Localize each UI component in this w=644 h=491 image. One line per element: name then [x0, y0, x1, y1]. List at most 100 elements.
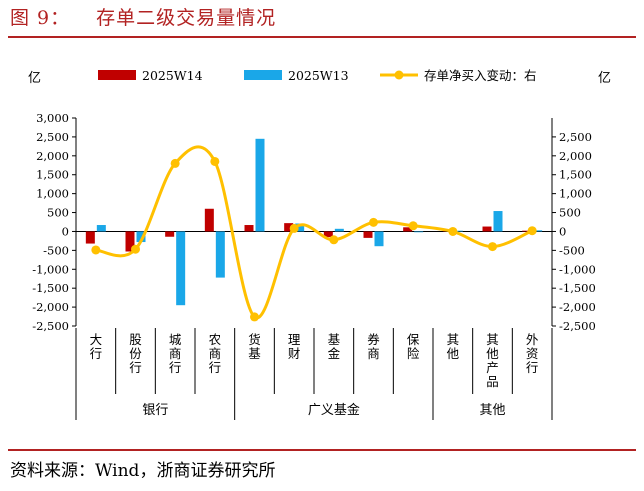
left-axis-tick-label: -500: [43, 243, 69, 257]
bar-2025W13-其他产品: [493, 211, 503, 232]
category-label-股份行-1: 份: [129, 346, 142, 361]
left-axis-tick-label: 0: [62, 224, 69, 238]
bar-2025W13-农商行: [215, 231, 225, 278]
bar-2025W14-农商行: [204, 208, 214, 232]
category-label-券商-1: 商: [367, 346, 380, 361]
left-axis-tick-label: -1,500: [32, 281, 69, 295]
group-label-其他: 其他: [479, 403, 505, 418]
source-note: 资料来源：Wind，浙商证券研究所: [10, 461, 276, 481]
right-axis-tick-label: -2,500: [559, 319, 596, 333]
line-point-股份行: [131, 244, 140, 254]
left-axis-unit: 亿: [28, 71, 41, 86]
right-axis-tick-label: -1,000: [559, 262, 596, 276]
bar-2025W14-保险: [403, 227, 413, 232]
right-axis-tick-label: 1,000: [559, 187, 592, 201]
right-axis-tick-label: 500: [559, 206, 581, 220]
bar-2025W13-股份行: [136, 231, 146, 243]
chart-labels: -2,500 -2,000 -1,500 -1,000 -500 0 500 1,000 1,5…: [28, 71, 611, 418]
category-label-城商行-1: 商: [169, 346, 182, 361]
left-axis-tick-label: 500: [47, 206, 69, 220]
legend-swatch-w14: [98, 70, 136, 80]
line-point-其他: [448, 226, 458, 236]
bar-2025W13-大行: [96, 225, 106, 232]
bar-2025W13-理财: [295, 223, 305, 232]
line-point-外资行: [527, 226, 537, 236]
right-axis-tick-label: 2,500: [559, 130, 592, 144]
bar-2025W14-券商: [363, 231, 373, 238]
line-point-基金: [329, 235, 339, 245]
legend-label-line: 存单净买入变动：右: [424, 68, 537, 83]
bar-2025W14-外资行: [522, 230, 532, 232]
category-label-外资行-1: 资: [526, 346, 539, 361]
right-axis-tick-label: -2,000: [559, 300, 596, 314]
right-axis-tick-label: 1,500: [559, 168, 592, 182]
category-label-其他产品-1: 他: [486, 346, 499, 361]
category-label-理财-1: 财: [288, 346, 301, 361]
right-axis-unit: 亿: [598, 71, 611, 86]
left-axis-tick-label: 1,000: [36, 187, 69, 201]
category-label-股份行-0: 股: [129, 332, 142, 347]
category-label-货基-1: 基: [248, 346, 261, 361]
line-point-农商行: [210, 156, 220, 166]
bar-2025W13-券商: [374, 231, 384, 247]
category-label-城商行-2: 行: [169, 360, 182, 375]
legend-swatch-line-marker: [394, 70, 404, 80]
bar-2025W13-其他: [453, 230, 463, 232]
category-label-券商-0: 券: [367, 332, 380, 347]
figure-title-text: 存单二级交易量情况: [96, 7, 277, 29]
category-label-基金-0: 基: [328, 332, 341, 347]
line-point-货基: [250, 312, 259, 322]
line-point-其他产品: [488, 242, 497, 252]
category-label-理财-0: 理: [288, 332, 301, 347]
bar-2025W13-城商行: [176, 231, 186, 306]
bar-2025W13-保险: [414, 231, 424, 233]
bar-2025W14-大行: [85, 231, 95, 244]
right-axis-tick-label: -500: [559, 243, 585, 257]
group-label-银行: 银行: [142, 403, 168, 418]
category-label-基金-1: 金: [328, 346, 341, 361]
category-label-其他产品-3: 品: [486, 374, 499, 389]
category-label-保险-0: 保: [407, 332, 420, 347]
line-point-保险: [408, 221, 418, 231]
left-axis-tick-label: -2,000: [32, 300, 69, 314]
bar-2025W14-股份行: [125, 231, 135, 252]
category-label-外资行-0: 外: [526, 332, 539, 347]
category-label-其他-0: 其: [447, 332, 460, 347]
legend-label-w13: 2025W13: [288, 68, 349, 83]
bar-2025W13-货基: [255, 138, 265, 232]
chart-line: [91, 145, 537, 322]
category-label-农商行-1: 商: [209, 346, 222, 361]
right-axis-tick-label: 0: [559, 224, 566, 238]
category-label-其他-1: 他: [447, 346, 460, 361]
bar-2025W14-基金: [323, 231, 333, 238]
bar-2025W13-基金: [334, 228, 344, 232]
category-label-大行-0: 大: [90, 332, 103, 347]
category-label-农商行-2: 行: [209, 360, 222, 375]
legend-label-w14: 2025W14: [142, 68, 203, 83]
legend-swatch-w13: [244, 70, 282, 80]
line-point-城商行: [170, 158, 180, 168]
group-label-广义基金: 广义基金: [308, 402, 360, 418]
chart-bars: [85, 138, 543, 306]
category-label-其他产品-0: 其: [486, 332, 499, 347]
category-label-其他产品-2: 产: [486, 360, 499, 375]
category-label-货基-0: 货: [248, 332, 261, 347]
category-label-股份行-2: 行: [129, 360, 142, 375]
left-axis-tick-label: 2,500: [36, 130, 69, 144]
category-label-城商行-0: 城: [169, 332, 182, 347]
category-label-保险-1: 险: [407, 346, 420, 361]
right-axis-tick-label: 2,000: [559, 149, 592, 163]
left-axis-tick-label: -2,500: [32, 319, 69, 333]
figure-number: 图 9：: [10, 7, 71, 29]
chart-axes: [72, 117, 556, 420]
left-axis-tick-label: 2,000: [36, 149, 69, 163]
category-label-大行-1: 行: [90, 346, 103, 361]
bar-2025W14-货基: [244, 225, 254, 232]
net-buy-change-line: [95, 145, 533, 320]
line-point-大行: [91, 245, 101, 255]
bar-2025W13-外资行: [533, 230, 543, 232]
bar-2025W14-其他产品: [482, 226, 492, 232]
right-axis-tick-label: -1,500: [559, 281, 596, 295]
category-label-农商行-0: 农: [209, 332, 222, 347]
figure-title: 图 9： 存单二级交易量情况: [10, 3, 276, 33]
